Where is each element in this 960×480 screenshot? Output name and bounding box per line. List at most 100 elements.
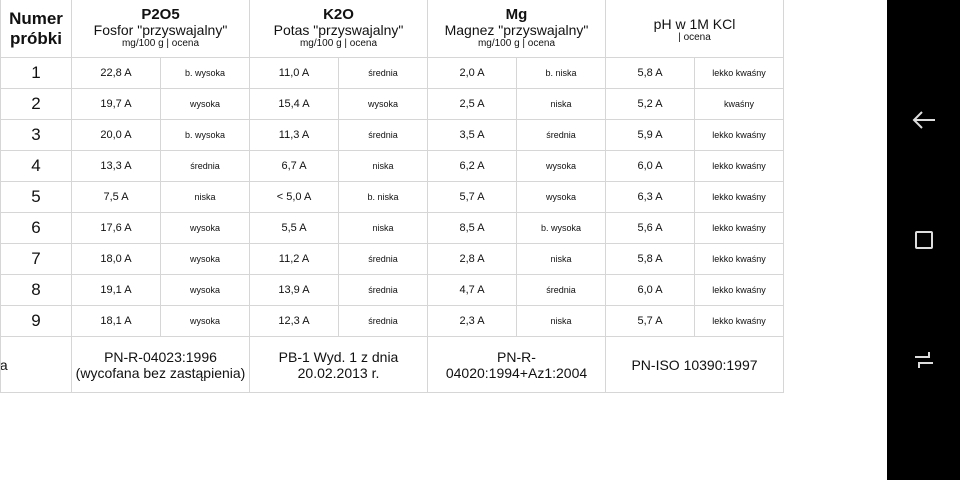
- value-cell: 13,9 A: [249, 274, 339, 306]
- sample-number: 9: [0, 305, 72, 337]
- rating-cell: średnia: [338, 274, 428, 306]
- home-button[interactable]: [908, 224, 940, 256]
- value-cell: 19,7 A: [71, 88, 161, 120]
- standards-label-text: nia: [0, 356, 8, 373]
- rating-cell: niska: [516, 305, 606, 337]
- value-cell: 3,5 A: [427, 119, 517, 151]
- rating-cell: b. wysoka: [160, 119, 250, 151]
- ph-header: pH w 1M KCl | ocena: [605, 0, 784, 58]
- rating-cell: lekko kwaśny: [694, 305, 784, 337]
- rating-cell: niska: [338, 150, 428, 182]
- rating-cell: wysoka: [160, 88, 250, 120]
- mg-header: Mg Magnez "przyswajalny" mg/100 g | ocen…: [427, 0, 606, 58]
- rating-cell: lekko kwaśny: [694, 119, 784, 151]
- soil-results-table: Numer próbki P2O5 Fosfor "przyswajalny" …: [0, 0, 784, 393]
- standard-cell: PB-1 Wyd. 1 z dnia 20.02.2013 r.: [249, 336, 428, 393]
- back-button[interactable]: [908, 104, 940, 136]
- rating-cell: średnia: [516, 274, 606, 306]
- standard-cell: PN-ISO 10390:1997: [605, 336, 784, 393]
- value-cell: 7,5 A: [71, 181, 161, 213]
- value-cell: 13,3 A: [71, 150, 161, 182]
- rating-cell: średnia: [338, 57, 428, 89]
- sample-number: 8: [0, 274, 72, 306]
- sample-number: 4: [0, 150, 72, 182]
- value-cell: 11,2 A: [249, 243, 339, 275]
- recents-icon: [915, 352, 933, 368]
- sample-number: 5: [0, 181, 72, 213]
- value-cell: 5,7 A: [605, 305, 695, 337]
- standard-cell: PN-R-04023:1996 (wycofana bez zastąpieni…: [71, 336, 250, 393]
- rating-cell: b. wysoka: [160, 57, 250, 89]
- value-cell: 6,0 A: [605, 274, 695, 306]
- value-cell: 4,7 A: [427, 274, 517, 306]
- rating-cell: kwaśny: [694, 88, 784, 120]
- value-cell: 5,9 A: [605, 119, 695, 151]
- rating-cell: lekko kwaśny: [694, 57, 784, 89]
- rating-cell: b. niska: [338, 181, 428, 213]
- standard-cell: PN-R-04020:1994+Az1:2004: [427, 336, 606, 393]
- value-cell: 18,0 A: [71, 243, 161, 275]
- value-cell: 6,3 A: [605, 181, 695, 213]
- value-cell: 6,7 A: [249, 150, 339, 182]
- value-cell: 5,5 A: [249, 212, 339, 244]
- value-cell: 6,0 A: [605, 150, 695, 182]
- value-cell: 5,6 A: [605, 212, 695, 244]
- rating-cell: niska: [516, 243, 606, 275]
- value-cell: 11,3 A: [249, 119, 339, 151]
- standards-label: nia: [0, 336, 72, 393]
- value-cell: 19,1 A: [71, 274, 161, 306]
- sample-number: 1: [0, 57, 72, 89]
- sample-number: 6: [0, 212, 72, 244]
- android-nav-bar: [887, 0, 960, 480]
- rating-cell: lekko kwaśny: [694, 243, 784, 275]
- value-cell: 2,5 A: [427, 88, 517, 120]
- value-cell: 2,3 A: [427, 305, 517, 337]
- value-cell: 6,2 A: [427, 150, 517, 182]
- value-cell: 18,1 A: [71, 305, 161, 337]
- rating-cell: wysoka: [160, 305, 250, 337]
- rating-cell: wysoka: [338, 88, 428, 120]
- rating-cell: średnia: [338, 119, 428, 151]
- value-cell: 5,8 A: [605, 57, 695, 89]
- value-cell: < 5,0 A: [249, 181, 339, 213]
- value-cell: 20,0 A: [71, 119, 161, 151]
- rating-cell: lekko kwaśny: [694, 181, 784, 213]
- k2o-header: K2O Potas "przyswajalny" mg/100 g | ocen…: [249, 0, 428, 58]
- rating-cell: niska: [338, 212, 428, 244]
- recents-button[interactable]: [908, 344, 940, 376]
- value-cell: 22,8 A: [71, 57, 161, 89]
- rating-cell: wysoka: [516, 150, 606, 182]
- rating-cell: średnia: [516, 119, 606, 151]
- value-cell: 5,7 A: [427, 181, 517, 213]
- value-cell: 5,2 A: [605, 88, 695, 120]
- rating-cell: b. niska: [516, 57, 606, 89]
- value-cell: 11,0 A: [249, 57, 339, 89]
- sample-number: 2: [0, 88, 72, 120]
- rating-cell: średnia: [338, 243, 428, 275]
- home-square-icon: [915, 231, 933, 249]
- rating-cell: b. wysoka: [516, 212, 606, 244]
- back-icon: [912, 111, 935, 129]
- rating-cell: wysoka: [160, 212, 250, 244]
- rating-cell: średnia: [160, 150, 250, 182]
- value-cell: 17,6 A: [71, 212, 161, 244]
- standards-row: nia PN-R-04023:1996 (wycofana bez zastąpi…: [0, 336, 784, 393]
- p2o5-header: P2O5 Fosfor "przyswajalny" mg/100 g | oc…: [71, 0, 250, 58]
- sample-number: 7: [0, 243, 72, 275]
- rating-cell: lekko kwaśny: [694, 212, 784, 244]
- value-cell: 2,0 A: [427, 57, 517, 89]
- value-cell: 15,4 A: [249, 88, 339, 120]
- rating-cell: średnia: [338, 305, 428, 337]
- value-cell: 5,8 A: [605, 243, 695, 275]
- rating-cell: wysoka: [160, 274, 250, 306]
- value-cell: 8,5 A: [427, 212, 517, 244]
- value-cell: 2,8 A: [427, 243, 517, 275]
